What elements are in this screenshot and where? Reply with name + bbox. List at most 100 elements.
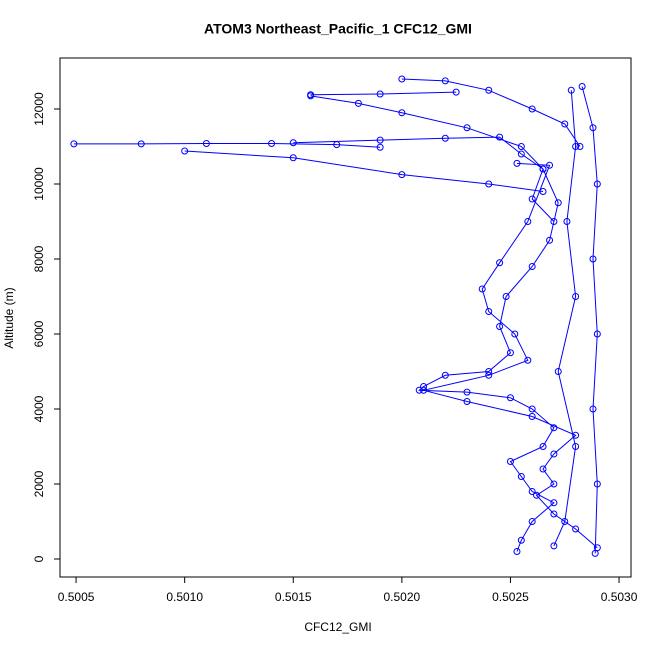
data-point <box>524 218 532 225</box>
data-point <box>496 133 504 141</box>
data-point <box>593 180 601 188</box>
data-point <box>528 195 536 203</box>
data-point <box>561 518 569 525</box>
data-point <box>441 77 449 85</box>
data-point <box>539 165 547 173</box>
data-point <box>539 443 547 450</box>
data-point <box>376 90 384 98</box>
data-point <box>513 548 521 555</box>
data-point <box>376 143 384 151</box>
data-point <box>268 140 276 147</box>
data-point <box>289 139 297 147</box>
data-point <box>528 518 536 525</box>
data-point <box>517 143 525 150</box>
data-point <box>420 383 428 390</box>
data-point <box>550 450 558 458</box>
data-point <box>572 443 580 450</box>
data-point <box>550 499 558 507</box>
data-point <box>415 386 423 394</box>
data-point <box>593 480 601 488</box>
data-point <box>441 371 449 379</box>
data-point <box>485 308 493 315</box>
data-point <box>572 143 580 150</box>
data-point <box>589 124 597 132</box>
data-point <box>528 413 536 420</box>
data-point <box>546 161 554 169</box>
data-point <box>554 199 562 207</box>
data-point <box>496 259 504 267</box>
data-point <box>524 356 532 364</box>
data-point <box>496 323 504 330</box>
y-tick-label: 12000 <box>32 92 46 126</box>
data-point <box>578 83 586 90</box>
y-tick-label: 8000 <box>32 245 46 272</box>
x-tick-label: 0.5015 <box>275 590 312 604</box>
data-point <box>576 143 584 150</box>
data-point <box>506 394 514 402</box>
data-point <box>563 218 571 225</box>
data-point <box>376 136 384 144</box>
y-axis-label: Altitude (m) <box>2 287 16 348</box>
data-point <box>485 371 493 379</box>
data-point <box>528 488 536 495</box>
x-tick-label: 0.5005 <box>58 590 95 604</box>
data-point <box>463 388 471 396</box>
data-point <box>354 99 362 107</box>
data-point <box>463 124 471 132</box>
data-point <box>506 349 514 357</box>
data-point <box>513 159 521 167</box>
data-point <box>289 154 297 162</box>
data-point <box>202 140 210 147</box>
data-point <box>539 188 547 195</box>
data-point <box>589 255 597 263</box>
y-tick-label: 2000 <box>32 470 46 497</box>
chart-title: ATOM3 Northeast_Pacific_1 CFC12_GMI <box>204 21 472 37</box>
y-tick-label: 6000 <box>32 320 46 347</box>
data-point <box>589 405 597 413</box>
data-point <box>517 536 525 544</box>
data-point <box>420 386 428 394</box>
x-tick-label: 0.5025 <box>492 590 529 604</box>
data-point <box>452 88 460 96</box>
data-point <box>333 141 341 149</box>
data-point <box>441 134 449 142</box>
data-point <box>550 424 558 432</box>
x-tick-label: 0.5020 <box>384 590 421 604</box>
data-point <box>591 549 599 557</box>
data-point <box>528 105 536 113</box>
data-point <box>539 465 547 473</box>
data-point <box>517 150 525 158</box>
plot-frame <box>59 57 632 578</box>
y-tick-label: 4000 <box>32 395 46 422</box>
data-point <box>550 480 558 488</box>
data-point <box>533 491 541 499</box>
data-point <box>398 171 406 179</box>
data-line <box>73 78 598 554</box>
data-point <box>463 398 471 405</box>
data-point <box>550 510 558 518</box>
x-tick-label: 0.5010 <box>166 590 203 604</box>
data-point <box>485 180 493 188</box>
data-point <box>517 473 525 480</box>
x-tick-label: 0.5030 <box>601 590 638 604</box>
y-tick-label: 0 <box>32 555 46 562</box>
data-point <box>137 140 145 148</box>
data-point <box>561 120 569 128</box>
data-point <box>546 236 554 244</box>
data-point <box>511 330 519 338</box>
data-point <box>307 92 315 100</box>
data-point <box>502 293 510 300</box>
data-point <box>528 263 536 270</box>
data-point <box>398 75 406 83</box>
data-point <box>554 368 562 375</box>
data-point <box>485 86 493 94</box>
data-point <box>70 140 78 148</box>
data-point <box>528 405 536 413</box>
data-point <box>181 147 189 155</box>
data-point <box>572 431 580 439</box>
data-point <box>506 458 514 465</box>
y-tick-label: 10000 <box>32 167 46 201</box>
data-point <box>550 542 558 550</box>
data-point <box>398 109 406 117</box>
